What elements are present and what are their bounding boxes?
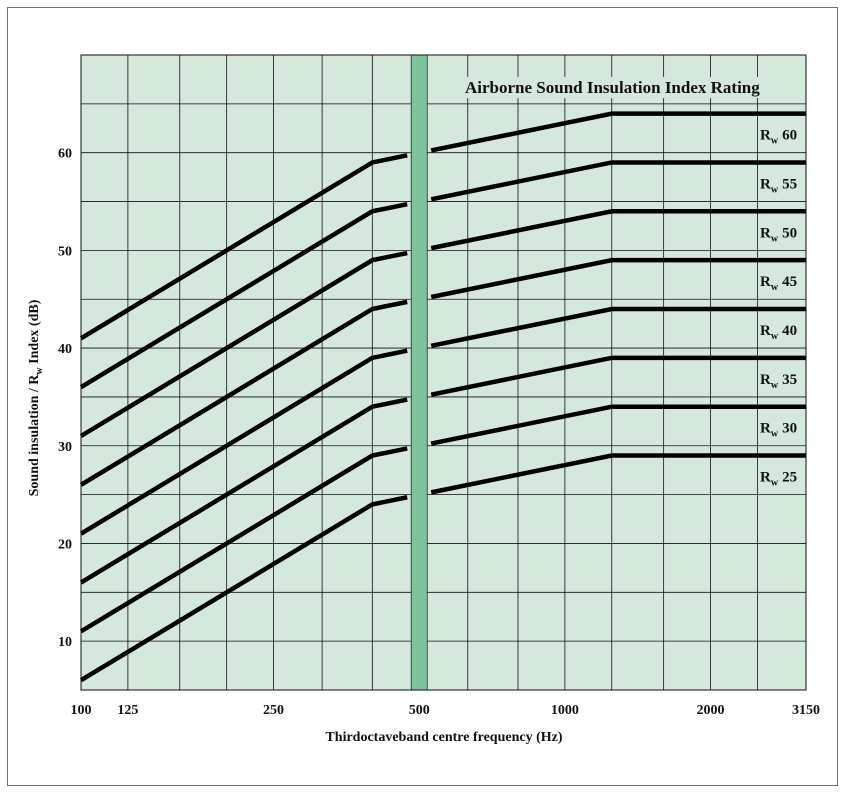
series-label-value: 50: [782, 225, 797, 241]
y-tick-label: 10: [58, 635, 72, 650]
series-line-25-high: [430, 453, 806, 495]
series-label-sub: w: [771, 233, 779, 244]
series-label-prefix: R: [760, 421, 771, 437]
y-tick-label: 50: [58, 244, 72, 259]
series-line-25-low: [79, 495, 408, 683]
plot-border: [80, 54, 807, 691]
series-label-value: 35: [782, 372, 797, 388]
series-line-45-high: [430, 257, 806, 300]
series-label-25: Rw 25: [760, 470, 797, 489]
series-line-40-low: [79, 348, 408, 536]
x-tick-label: 100: [71, 703, 92, 718]
series-label-value: 45: [782, 274, 797, 290]
series-label-45: Rw 45: [760, 274, 797, 293]
x-tick-label: 250: [263, 703, 284, 718]
series-label-prefix: R: [760, 176, 771, 192]
x-tick-label: 125: [117, 703, 138, 718]
series-label-prefix: R: [760, 323, 771, 339]
title-background: [463, 77, 763, 98]
chart-title: Airborne Sound Insulation Index Rating: [465, 78, 760, 97]
series-label-30: Rw 30: [760, 421, 797, 440]
y-tick-labels: 10 20 30 40 50 60: [58, 147, 72, 650]
series-label-55: Rw 55: [760, 176, 797, 195]
series-label-prefix: R: [760, 225, 771, 241]
series-label-sub: w: [771, 478, 779, 489]
series-label-sub: w: [771, 331, 779, 342]
series-label-prefix: R: [760, 470, 771, 486]
y-axis-label-sub: w: [34, 367, 45, 375]
series-label-value: 30: [782, 421, 797, 437]
y-tick-label: 40: [58, 342, 72, 357]
series-label-sub: w: [771, 184, 779, 195]
series-label-60: Rw 60: [760, 128, 797, 147]
series-label-sub: w: [771, 136, 779, 147]
series-label-prefix: R: [760, 274, 771, 290]
series-line-30-low: [79, 446, 408, 634]
series-label-sub: w: [771, 282, 779, 293]
series-line-60-high: [430, 111, 806, 153]
x-axis-label: Thirdoctaveband centre frequency (Hz): [325, 730, 562, 745]
y-tick-label: 20: [58, 537, 72, 552]
y-tick-label: 60: [58, 147, 72, 162]
series-line-50-low: [79, 250, 408, 438]
series-label-value: 55: [782, 176, 797, 192]
series-line-55-low: [79, 201, 408, 390]
x-tick-label: 500: [409, 703, 430, 718]
highlight-band-500hz: [410, 54, 428, 691]
series-label-50: Rw 50: [760, 225, 797, 244]
series-label-sub: w: [771, 429, 779, 440]
series-line-30-high: [430, 404, 806, 446]
series-label-sub: w: [771, 380, 779, 391]
series-label-prefix: R: [760, 372, 771, 388]
x-tick-label: 1000: [551, 703, 579, 718]
y-tick-label: 30: [58, 440, 72, 455]
series-line-60-low: [79, 153, 408, 341]
y-axis-label-prefix: Sound insulation / R: [27, 374, 42, 497]
series-line-35-high: [430, 355, 806, 397]
series-lines: [79, 111, 806, 683]
x-tick-labels: 100 125 250 500 1000 2000 3150: [71, 703, 821, 718]
series-label-40: Rw 40: [760, 323, 797, 342]
series-label-35: Rw 35: [760, 372, 797, 391]
series-line-55-high: [430, 160, 806, 202]
y-axis-label-suffix: Index (dB): [27, 299, 42, 367]
series-line-45-low: [79, 299, 408, 487]
series-line-35-low: [79, 397, 408, 585]
series-label-value: 60: [782, 128, 797, 144]
x-tick-label: 2000: [697, 703, 725, 718]
series-line-50-high: [430, 209, 806, 251]
series-label-value: 25: [782, 470, 797, 486]
y-axis-label: Sound insulation / Rw Index (dB): [27, 299, 45, 496]
series-label-value: 40: [782, 323, 797, 339]
x-tick-label: 3150: [792, 703, 820, 718]
series-label-prefix: R: [760, 128, 771, 144]
series-line-40-high: [430, 306, 806, 349]
